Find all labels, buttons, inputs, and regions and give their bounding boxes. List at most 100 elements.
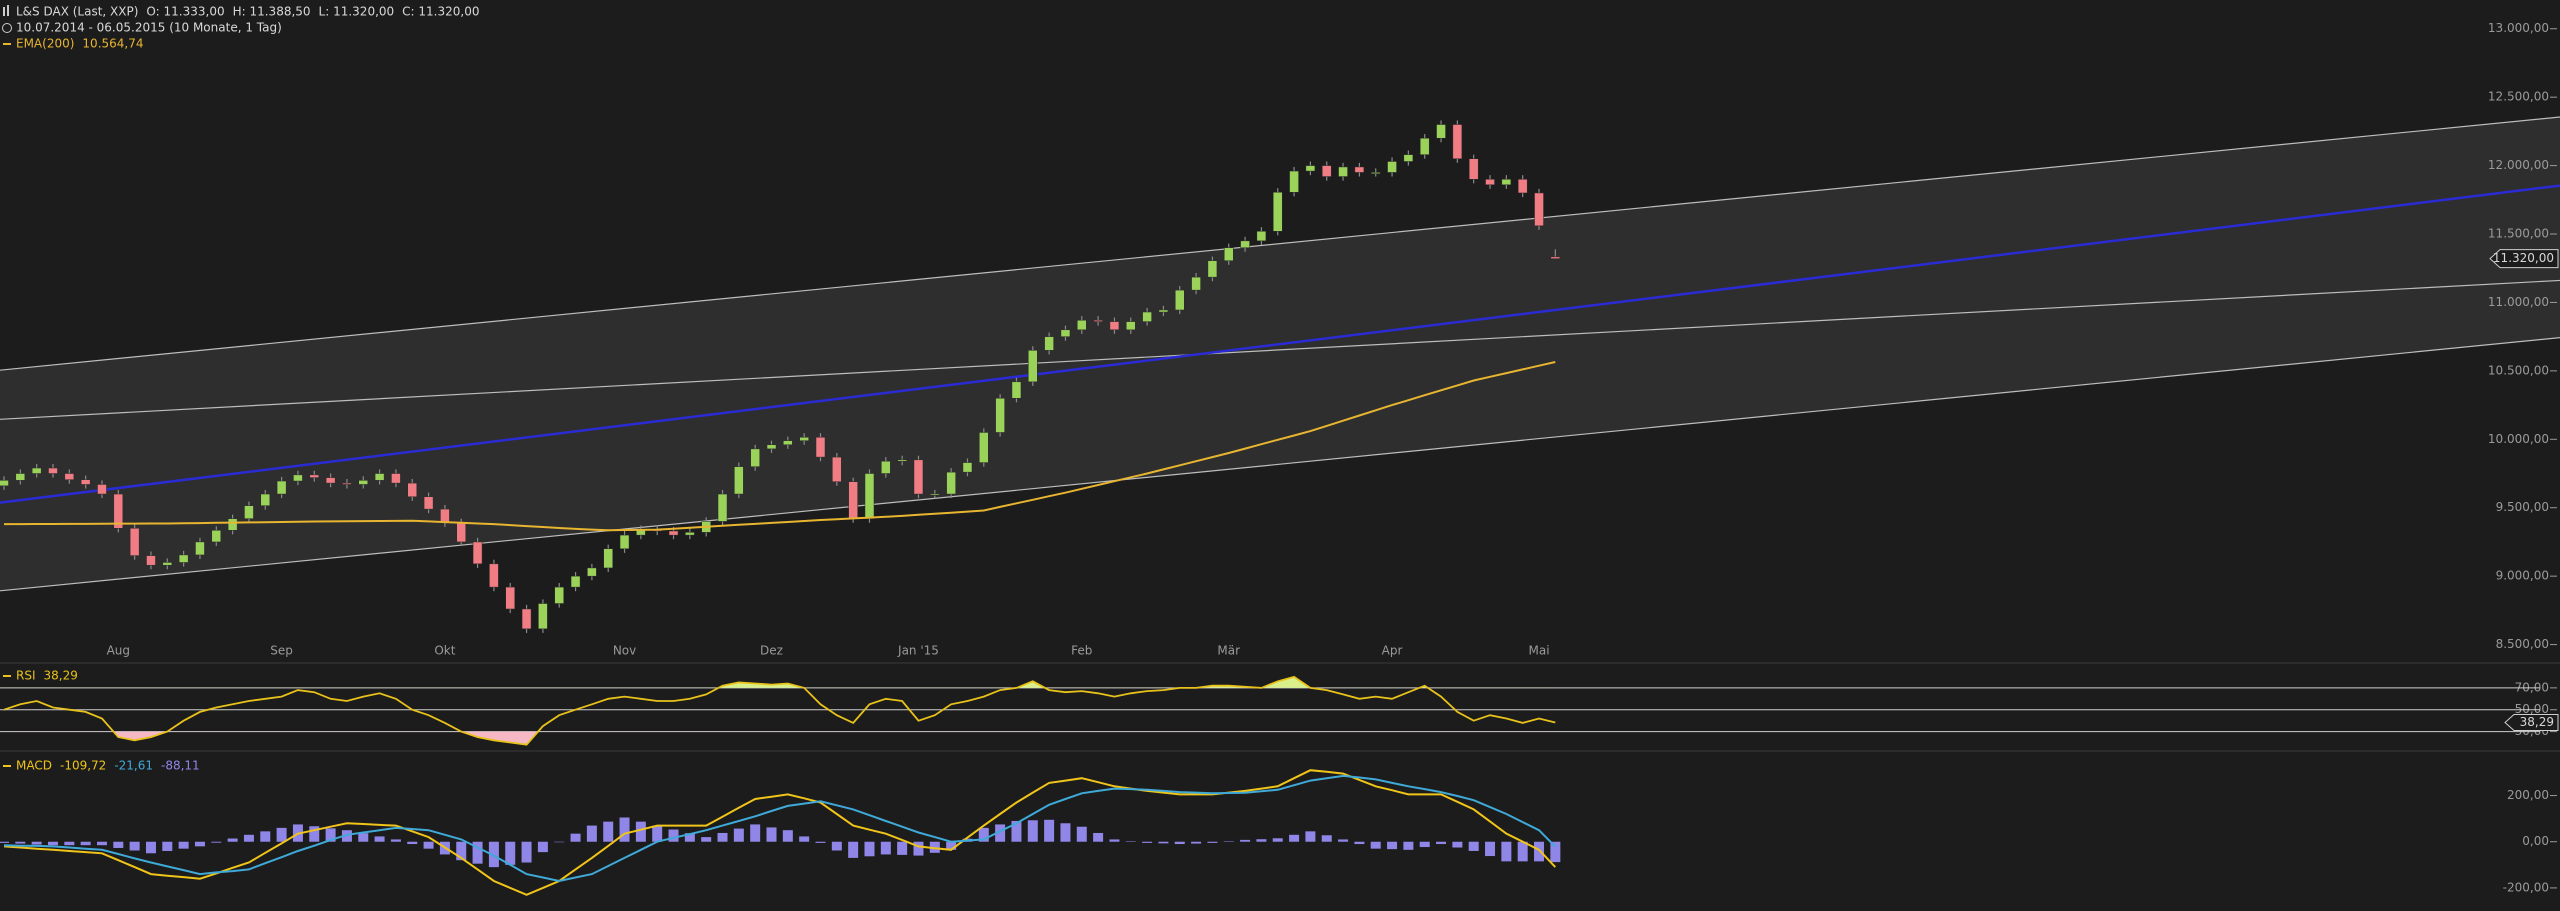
candle-body [995, 397, 1005, 433]
histogram-bar [1485, 841, 1496, 857]
candle-body [211, 530, 222, 543]
candle-body [456, 522, 466, 543]
histogram-bar [1240, 839, 1251, 842]
histogram-bar [1550, 841, 1561, 863]
histogram-bar [423, 841, 434, 849]
histogram-bar [1436, 841, 1447, 845]
candle-body [1224, 247, 1234, 261]
candle-body [554, 586, 564, 604]
histogram-bar [488, 841, 499, 868]
y-tick-label: 12.500,00 [2488, 90, 2549, 104]
legend-label: EMA(200) [16, 37, 74, 51]
y-tick-label: 9.000,00 [2496, 569, 2549, 583]
histogram-bar [521, 841, 532, 863]
candle-body [832, 456, 842, 482]
x-tick-label: Okt [434, 644, 455, 658]
histogram-bar [129, 841, 140, 851]
y-tick-label: 11.500,00 [2488, 227, 2549, 241]
histogram-bar [635, 821, 646, 842]
ema-line [4, 361, 1556, 532]
candle-body [1142, 311, 1152, 322]
histogram-bar [652, 825, 663, 842]
icon [2, 23, 12, 33]
histogram-bar [995, 824, 1006, 842]
histogram-bar [733, 828, 744, 842]
x-tick-label: Mai [1528, 644, 1549, 658]
candle-body [668, 530, 679, 536]
candle-body [1468, 158, 1479, 180]
candle-body [113, 493, 124, 529]
candle-body [195, 541, 205, 556]
x-tick-label: Sep [270, 644, 293, 658]
candle-body [15, 473, 26, 481]
candle-body [505, 586, 515, 610]
candle-body [1321, 165, 1332, 177]
chart-subtitle: 10.07.2014 - 06.05.2015 (10 Monate, 1 Ta… [16, 21, 282, 35]
histogram-bar [848, 841, 859, 858]
candle-body [80, 479, 91, 485]
candle-body [685, 532, 695, 536]
histogram-bar [1468, 841, 1479, 851]
histogram-bar [178, 841, 189, 849]
candle-body [1158, 309, 1169, 313]
ohlc-label: C: 11.320,00 [402, 5, 479, 19]
histogram-bar [1044, 819, 1055, 842]
candle-body [31, 467, 42, 474]
histogram-bar [701, 837, 712, 842]
x-tick-label: Feb [1071, 644, 1092, 658]
histogram-bar [831, 841, 842, 851]
candle-body [162, 562, 173, 566]
histogram-bar [211, 841, 222, 843]
histogram-bar [586, 825, 597, 842]
candle-body [1011, 381, 1022, 399]
channel-band [0, 117, 2560, 591]
candle-body [1403, 154, 1414, 162]
candle-body [815, 436, 826, 458]
channel-line [0, 116, 2560, 371]
value-tag [2504, 714, 2559, 732]
legend-value: 38,29 [44, 669, 78, 683]
candle-body [946, 471, 956, 495]
candle-body [1289, 170, 1299, 193]
histogram-bar [799, 836, 810, 842]
histogram-bar [1223, 841, 1234, 842]
candle-body [1354, 166, 1365, 173]
histogram-bar [815, 841, 826, 843]
histogram-bar [1534, 841, 1545, 862]
legend-value: -109,72 [60, 759, 106, 773]
histogram-bar [0, 841, 9, 843]
chart-title: L&S DAX (Last, XXP) [16, 5, 138, 19]
histogram-bar [619, 817, 630, 842]
histogram-bar [1403, 841, 1414, 850]
ohlc-label: H: 11.388,50 [233, 5, 311, 19]
candle-body [440, 508, 450, 524]
candle-body [1240, 240, 1250, 248]
histogram-bar [1060, 823, 1071, 842]
x-tick-label: Dez [760, 644, 783, 658]
x-tick-label: Jan '15 [897, 644, 939, 658]
histogram-bar [15, 841, 26, 844]
candle-body [325, 477, 336, 484]
candle-body [734, 466, 744, 495]
histogram-bar [505, 841, 516, 865]
histogram-bar [1501, 841, 1512, 862]
histogram-bar [1387, 841, 1398, 850]
candle-body [472, 541, 483, 565]
candle-body [178, 554, 189, 563]
candle-body [1485, 179, 1495, 186]
histogram-bar [1370, 841, 1381, 849]
candle-body [1060, 329, 1071, 337]
histogram-bar [1125, 841, 1136, 842]
legend-value: -21,61 [114, 759, 153, 773]
y-tick-label: 11.000,00 [2488, 295, 2549, 309]
y-tick-label: 8.500,00 [2496, 637, 2549, 651]
candle-body [930, 493, 940, 496]
header-icons [2, 5, 12, 767]
histogram-bar [113, 841, 124, 848]
histogram-bar [96, 841, 107, 846]
candle-body [129, 528, 140, 556]
candle-body [146, 555, 156, 566]
candle-body [1077, 319, 1087, 331]
price-tag-label: 11.320,00 [2493, 251, 2554, 265]
histogram-bar [309, 826, 320, 842]
